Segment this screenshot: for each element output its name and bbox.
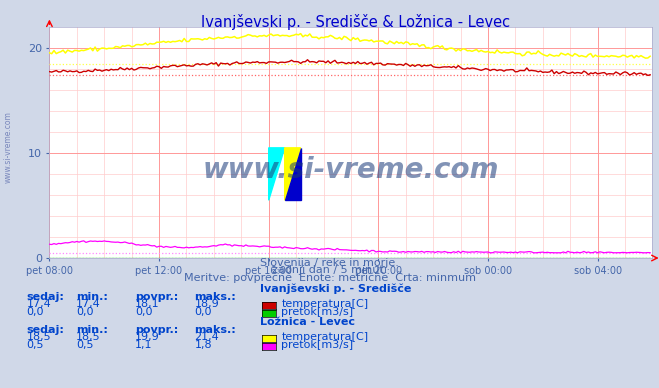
Text: Ivanjševski p. - Središče: Ivanjševski p. - Središče <box>260 283 412 294</box>
Text: Ivanjševski p. - Središče & Ložnica - Levec: Ivanjševski p. - Središče & Ložnica - Le… <box>201 14 511 29</box>
Polygon shape <box>285 148 301 200</box>
Text: 18,1: 18,1 <box>135 299 159 309</box>
Text: min.:: min.: <box>76 291 107 301</box>
Text: temperatura[C]: temperatura[C] <box>281 299 368 309</box>
Polygon shape <box>269 148 285 200</box>
Text: 1,8: 1,8 <box>194 340 212 350</box>
Text: 1,1: 1,1 <box>135 340 153 350</box>
Text: 18,5: 18,5 <box>76 332 100 342</box>
Text: 18,5: 18,5 <box>26 332 51 342</box>
Text: 0,0: 0,0 <box>26 307 44 317</box>
Text: pretok[m3/s]: pretok[m3/s] <box>281 307 353 317</box>
Text: 0,5: 0,5 <box>26 340 44 350</box>
Text: maks.:: maks.: <box>194 291 236 301</box>
Text: zadnji dan / 5 minut.: zadnji dan / 5 minut. <box>272 265 387 275</box>
Text: 21,4: 21,4 <box>194 332 219 342</box>
Text: 19,9: 19,9 <box>135 332 160 342</box>
Text: 17,4: 17,4 <box>76 299 101 309</box>
Text: sedaj:: sedaj: <box>26 291 64 301</box>
Text: min.:: min.: <box>76 324 107 334</box>
Text: 0,0: 0,0 <box>135 307 153 317</box>
Text: sedaj:: sedaj: <box>26 324 64 334</box>
Text: Ložnica - Levec: Ložnica - Levec <box>260 317 355 327</box>
Text: 0,0: 0,0 <box>194 307 212 317</box>
Text: www.si-vreme.com: www.si-vreme.com <box>3 111 13 184</box>
Text: povpr.:: povpr.: <box>135 324 179 334</box>
Text: 17,4: 17,4 <box>26 299 51 309</box>
Text: 0,0: 0,0 <box>76 307 94 317</box>
Text: temperatura[C]: temperatura[C] <box>281 332 368 342</box>
Text: 0,5: 0,5 <box>76 340 94 350</box>
Polygon shape <box>285 148 301 200</box>
Text: 18,9: 18,9 <box>194 299 219 309</box>
Text: povpr.:: povpr.: <box>135 291 179 301</box>
Text: Meritve: povprečne  Enote: metrične  Črta: minmum: Meritve: povprečne Enote: metrične Črta:… <box>183 270 476 282</box>
Text: maks.:: maks.: <box>194 324 236 334</box>
Text: Slovenija / reke in morje.: Slovenija / reke in morje. <box>260 258 399 268</box>
Text: www.si-vreme.com: www.si-vreme.com <box>203 156 499 184</box>
Text: pretok[m3/s]: pretok[m3/s] <box>281 340 353 350</box>
